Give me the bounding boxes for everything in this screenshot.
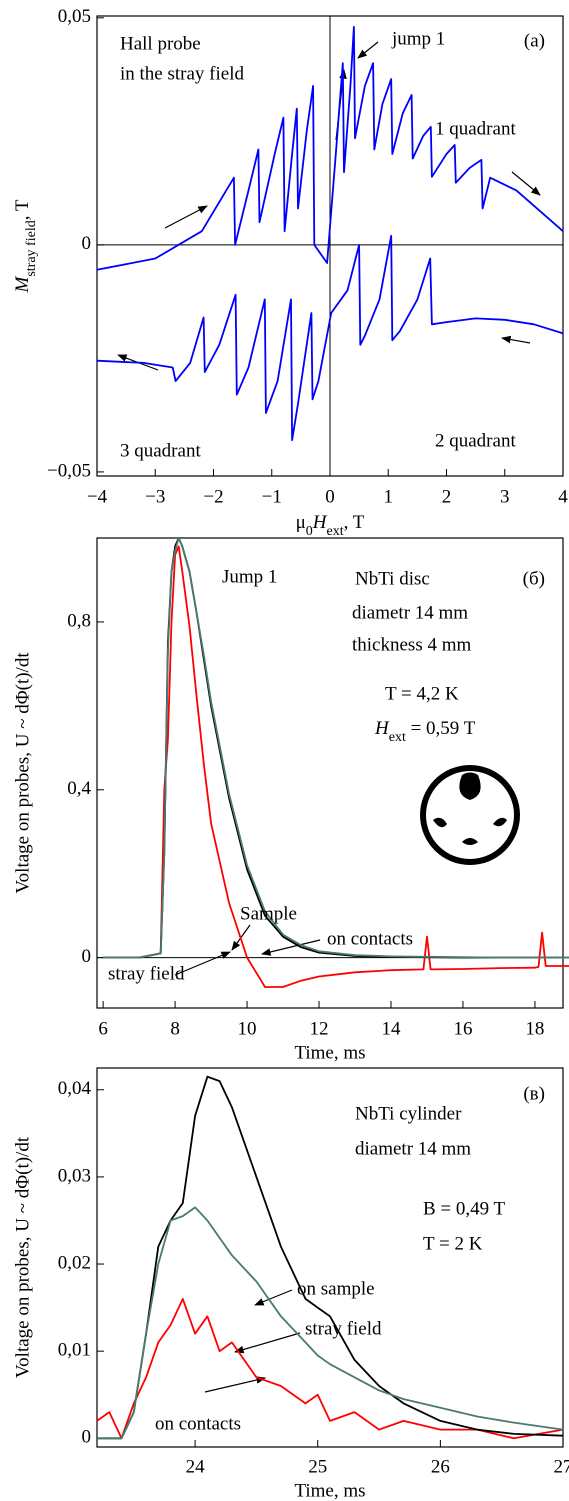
data-line — [96, 234, 564, 441]
disc — [433, 817, 507, 845]
disc — [426, 771, 514, 859]
x-tick-label: 27 — [554, 1456, 569, 1477]
annotation: thickness 4 mm — [352, 634, 471, 655]
label: μ0Hext, T — [296, 512, 365, 538]
annotation: B = 0,49 T — [423, 1198, 506, 1219]
annotation: diametr 14 mm — [352, 602, 468, 623]
label-part: stray field — [24, 220, 39, 276]
annotation: on contacts — [155, 1413, 241, 1434]
label-part: , T — [344, 512, 365, 533]
annotation: Hext = 0,59 T — [374, 718, 476, 744]
disc-inset — [420, 765, 520, 865]
annotation: NbTi disc — [355, 568, 430, 589]
x-tick-label: 24 — [186, 1456, 206, 1477]
y-tick-label: 0,8 — [67, 610, 91, 631]
label: Mstray field, T — [12, 199, 38, 293]
annotation: T = 4,2 K — [385, 683, 459, 704]
label: Voltage on probes, U ~ dΦ(t)/dt — [12, 1136, 33, 1378]
data-line — [97, 1075, 564, 1440]
label-part: = 0,59 T — [406, 718, 476, 739]
x-tick-label: 2 — [442, 486, 452, 507]
annotation: Hall probe — [120, 33, 201, 54]
annotation: 2 quadrant — [435, 430, 516, 451]
x-tick-label: 26 — [431, 1456, 450, 1477]
arrow — [204, 1376, 266, 1393]
arrow — [254, 1289, 293, 1306]
label: Voltage on probes, U ~ dΦ(t)/dt — [12, 652, 33, 894]
annotation: stray field — [305, 1318, 382, 1339]
data-line — [97, 1206, 564, 1440]
data-line — [96, 1298, 564, 1440]
arrow — [261, 939, 321, 956]
label: Time, ms — [294, 1042, 365, 1063]
arrow — [511, 171, 541, 196]
annotation: in the stray field — [120, 63, 244, 84]
annotation: jump 1 — [391, 28, 445, 49]
y-tick-label: 0,02 — [58, 1252, 91, 1273]
x-tick-label: 1 — [384, 486, 394, 507]
annotation: diametr 14 mm — [355, 1138, 471, 1159]
annotation: on sample — [297, 1278, 375, 1299]
arrow — [357, 41, 379, 59]
x-tick-label: −3 — [145, 486, 165, 507]
arrow — [501, 335, 531, 344]
annotation: (a) — [524, 30, 545, 51]
arrow — [164, 205, 208, 229]
x-tick-label: −2 — [203, 486, 223, 507]
annotation: stray field — [108, 963, 185, 984]
annotation: Jump 1 — [222, 566, 277, 587]
annotation: 3 quadrant — [120, 440, 201, 461]
annotation: Sample — [240, 903, 297, 924]
label-part: ext — [327, 524, 344, 539]
y-tick-label: 0,01 — [58, 1340, 91, 1361]
arrow — [174, 951, 231, 976]
label-part: M — [12, 275, 33, 293]
x-tick-label: −4 — [87, 486, 108, 507]
x-tick-label: 8 — [170, 1018, 180, 1039]
y-tick-label: 0,05 — [58, 6, 91, 27]
data-line — [96, 26, 564, 271]
x-tick-label: 18 — [525, 1018, 544, 1039]
y-tick-label: 0,03 — [58, 1165, 91, 1186]
label: Time, ms — [294, 1480, 365, 1501]
x-tick-label: −1 — [262, 486, 282, 507]
annotation: on contacts — [327, 928, 413, 949]
disc — [459, 772, 481, 800]
annotation: (б) — [523, 568, 545, 589]
data-line — [103, 537, 569, 959]
y-tick-label: 0 — [82, 1427, 92, 1448]
plot-frame — [96, 1067, 564, 1448]
label-part: H — [374, 718, 390, 739]
x-tick-label: 6 — [98, 1018, 108, 1039]
x-tick-label: 12 — [310, 1018, 329, 1039]
label-part: , T — [12, 199, 33, 220]
label-part: H — [312, 512, 328, 533]
x-tick-label: 3 — [500, 486, 510, 507]
plot-frame — [96, 537, 564, 1009]
y-tick-label: 0,04 — [58, 1078, 92, 1099]
x-tick-label: 4 — [558, 486, 568, 507]
x-tick-label: 10 — [238, 1018, 257, 1039]
x-tick-label: 16 — [453, 1018, 472, 1039]
y-tick-label: 0 — [82, 946, 92, 967]
y-tick-label: −0,05 — [47, 460, 91, 481]
x-tick-label: 25 — [308, 1456, 327, 1477]
annotation: T = 2 K — [423, 1233, 483, 1254]
annotation: (в) — [523, 1083, 545, 1104]
annotation: NbTi cylinder — [355, 1103, 462, 1124]
label-part: μ — [296, 512, 306, 533]
y-tick-label: 0,4 — [67, 778, 91, 799]
arrow — [234, 1332, 301, 1354]
annotation: 1 quadrant — [435, 118, 516, 139]
x-tick-label: 14 — [381, 1018, 401, 1039]
x-tick-label: 0 — [325, 486, 335, 507]
data-line — [103, 545, 569, 988]
y-tick-label: 0 — [82, 233, 92, 254]
label-part: 0 — [306, 524, 313, 539]
label-part: ext — [389, 730, 406, 745]
